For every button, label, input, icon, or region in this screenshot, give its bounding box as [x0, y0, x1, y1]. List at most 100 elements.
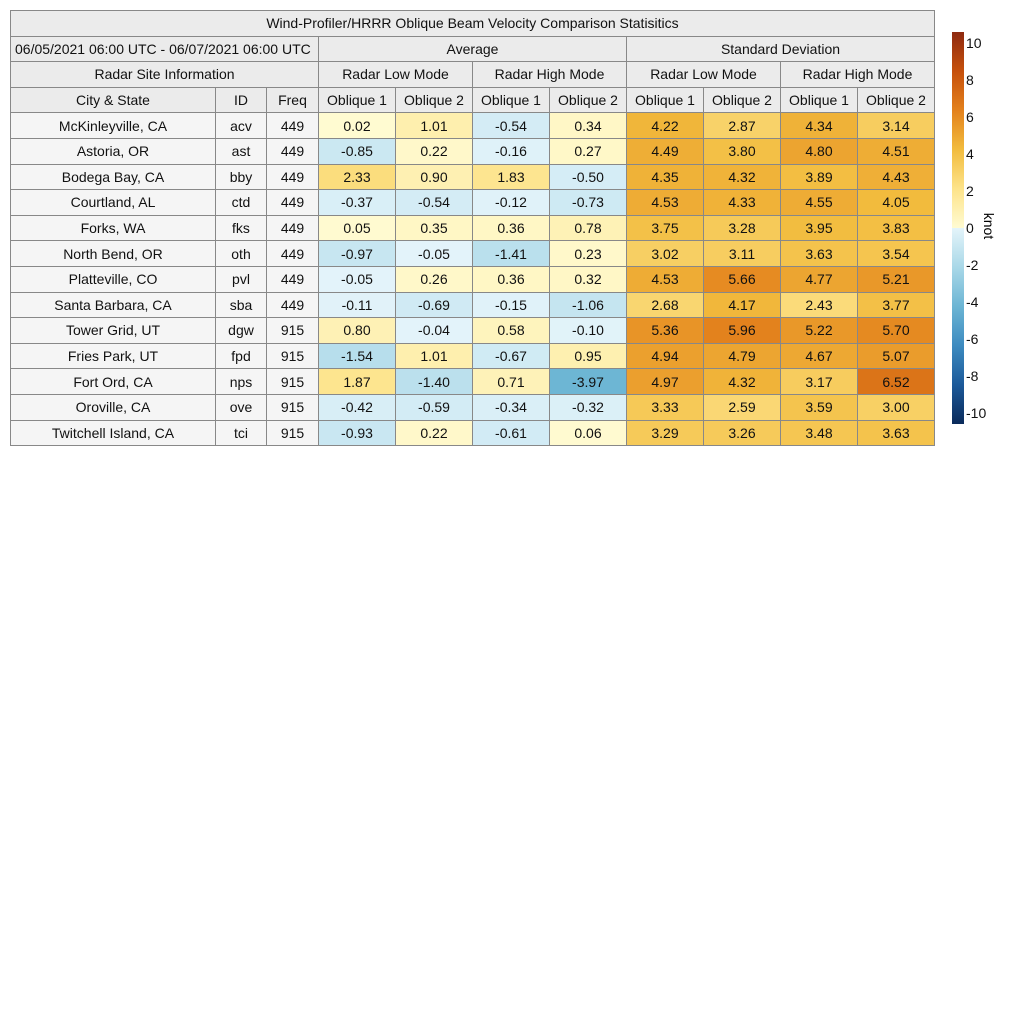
value-cell: 4.22: [626, 112, 704, 139]
value-cell: 2.68: [626, 291, 704, 319]
site-id: sba: [215, 291, 267, 319]
value-cell: 0.22: [395, 137, 473, 165]
column-header: Oblique 2: [395, 86, 473, 114]
value-cell: -0.10: [549, 317, 627, 344]
value-cell: 4.35: [626, 163, 704, 191]
site-freq: 449: [266, 163, 319, 191]
site-id: pvl: [215, 265, 267, 293]
value-cell: 3.59: [780, 393, 858, 421]
value-cell: -0.12: [472, 189, 550, 216]
value-cell: -1.54: [318, 342, 396, 370]
value-cell: 4.77: [780, 265, 858, 293]
value-cell: -0.34: [472, 393, 550, 421]
value-cell: 0.36: [472, 265, 550, 293]
value-cell: 1.87: [318, 368, 396, 395]
site-freq: 449: [266, 137, 319, 165]
colorbar-label: knot: [981, 212, 998, 240]
site-freq: 915: [266, 317, 319, 344]
table-row: Fries Park, UT fpd 915 -1.54 1.01 -0.67 0.95 4.…: [10, 342, 935, 370]
site-city: Santa Barbara, CA: [10, 291, 216, 319]
value-cell: 3.28: [703, 214, 781, 242]
site-freq: 915: [266, 393, 319, 421]
value-cell: -0.05: [318, 265, 396, 293]
site-city: Courtland, AL: [10, 189, 216, 216]
value-cell: -0.59: [395, 393, 473, 421]
value-cell: 4.80: [780, 137, 858, 165]
value-cell: 3.95: [780, 214, 858, 242]
site-id: oth: [215, 240, 267, 267]
value-cell: 3.63: [857, 419, 935, 447]
value-cell: 4.97: [626, 368, 704, 395]
value-cell: 0.35: [395, 214, 473, 242]
value-cell: 2.59: [703, 393, 781, 421]
value-cell: 0.02: [318, 112, 396, 139]
value-cell: 4.17: [703, 291, 781, 319]
value-cell: 4.53: [626, 189, 704, 216]
value-cell: 5.96: [703, 317, 781, 344]
value-cell: 2.87: [703, 112, 781, 139]
site-id: ove: [215, 393, 267, 421]
value-cell: 3.54: [857, 240, 935, 267]
value-cell: 3.80: [703, 137, 781, 165]
value-cell: 1.01: [395, 112, 473, 139]
value-cell: 3.83: [857, 214, 935, 242]
table-row: Fort Ord, CA nps 915 1.87 -1.40 0.71 -3.97 4.97…: [10, 368, 935, 395]
table-row: Courtland, AL ctd 449 -0.37 -0.54 -0.12 -0.73 4…: [10, 189, 935, 216]
column-header: Oblique 2: [549, 86, 627, 114]
site-city: Forks, WA: [10, 214, 216, 242]
value-cell: -0.04: [395, 317, 473, 344]
value-cell: 4.53: [626, 265, 704, 293]
value-cell: -1.06: [549, 291, 627, 319]
value-cell: 0.32: [549, 265, 627, 293]
value-cell: 4.34: [780, 112, 858, 139]
colorbar-tick: -10: [966, 405, 987, 421]
value-cell: 5.70: [857, 317, 935, 344]
site-freq: 449: [266, 240, 319, 267]
site-freq: 449: [266, 265, 319, 293]
value-cell: 3.75: [626, 214, 704, 242]
value-cell: -0.37: [318, 189, 396, 216]
value-cell: 0.71: [472, 368, 550, 395]
value-cell: 4.55: [780, 189, 858, 216]
colorbar-tick: 4: [966, 146, 974, 162]
site-id: ctd: [215, 189, 267, 216]
value-cell: -3.97: [549, 368, 627, 395]
table-row: Twitchell Island, CA tci 915 -0.93 0.22 -0.61…: [10, 419, 935, 447]
site-freq: 915: [266, 368, 319, 395]
site-id: acv: [215, 112, 267, 139]
value-cell: 4.05: [857, 189, 935, 216]
value-cell: 3.00: [857, 393, 935, 421]
value-cell: 0.58: [472, 317, 550, 344]
date-range: 06/05/2021 06:00 UTC - 06/07/2021 06:00 …: [10, 35, 319, 63]
site-id: ast: [215, 137, 267, 165]
site-city: Oroville, CA: [10, 393, 216, 421]
value-cell: 2.33: [318, 163, 396, 191]
site-city: Astoria, OR: [10, 137, 216, 165]
table-row: McKinleyville, CA acv 449 0.02 1.01 -0.54 0.34…: [10, 112, 935, 139]
column-header: City & State: [10, 86, 216, 114]
colorbar-tick: -2: [966, 257, 979, 273]
colorbar-tick: -4: [966, 294, 979, 310]
value-cell: 3.17: [780, 368, 858, 395]
table-title: Wind-Profiler/HRRR Oblique Beam Velocity…: [10, 10, 935, 37]
value-cell: -0.97: [318, 240, 396, 267]
value-cell: 3.63: [780, 240, 858, 267]
value-cell: 5.22: [780, 317, 858, 344]
site-city: North Bend, OR: [10, 240, 216, 267]
value-cell: 0.06: [549, 419, 627, 447]
value-cell: 3.48: [780, 419, 858, 447]
colorbar-tick: 0: [966, 220, 974, 236]
colorbar: [952, 32, 964, 424]
value-cell: -0.54: [395, 189, 473, 216]
value-cell: 6.52: [857, 368, 935, 395]
value-cell: 0.05: [318, 214, 396, 242]
mode-header: Radar Low Mode: [626, 61, 781, 88]
value-cell: 4.94: [626, 342, 704, 370]
value-cell: 0.80: [318, 317, 396, 344]
site-id: nps: [215, 368, 267, 395]
table-row: Santa Barbara, CA sba 449 -0.11 -0.69 -0.15 -1…: [10, 291, 935, 319]
value-cell: 3.26: [703, 419, 781, 447]
value-cell: 3.33: [626, 393, 704, 421]
value-cell: 0.78: [549, 214, 627, 242]
value-cell: 2.43: [780, 291, 858, 319]
